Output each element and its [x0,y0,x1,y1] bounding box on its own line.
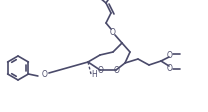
Text: H: H [91,70,97,79]
Text: O: O [167,64,173,72]
Text: O: O [42,70,48,79]
Text: O: O [98,66,104,74]
Text: O: O [110,28,116,37]
Text: O: O [167,51,173,59]
Text: O: O [114,66,120,74]
